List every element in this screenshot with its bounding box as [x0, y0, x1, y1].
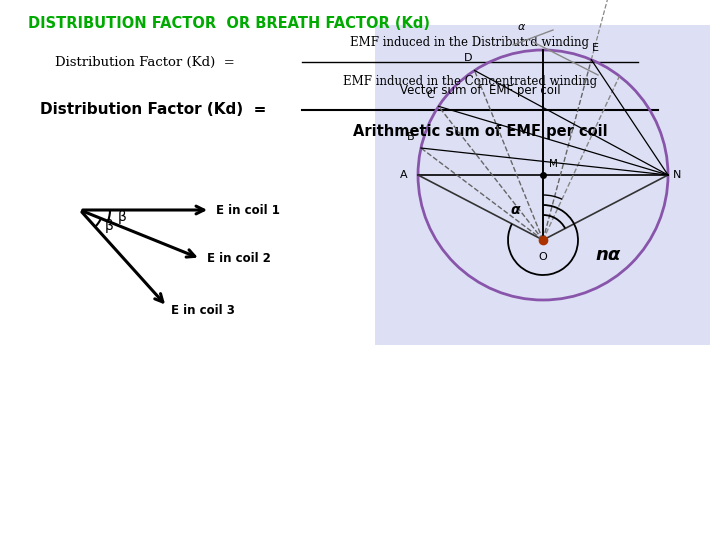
Text: N: N — [673, 170, 681, 180]
Text: E in coil 3: E in coil 3 — [171, 304, 235, 317]
Text: β: β — [105, 219, 114, 233]
Text: D: D — [464, 53, 473, 63]
Text: E in coil 1: E in coil 1 — [216, 204, 280, 217]
Bar — [375, 25, 710, 345]
Text: O: O — [539, 252, 547, 262]
Text: B: B — [407, 132, 415, 142]
Text: A: A — [400, 170, 408, 180]
Text: C: C — [427, 90, 434, 100]
Text: E in coil 2: E in coil 2 — [207, 252, 271, 265]
Text: Vector sum of  EMF per coil: Vector sum of EMF per coil — [400, 84, 560, 97]
Text: α: α — [510, 203, 520, 217]
Text: E: E — [592, 43, 599, 53]
Text: DISTRIBUTION FACTOR  OR BREATH FACTOR (Kd): DISTRIBUTION FACTOR OR BREATH FACTOR (Kd… — [28, 16, 430, 31]
Text: EMF induced in the Concentrated winding: EMF induced in the Concentrated winding — [343, 75, 597, 88]
Text: nα: nα — [595, 246, 620, 264]
Text: Arithmetic sum of EMF per coil: Arithmetic sum of EMF per coil — [353, 124, 607, 139]
Text: α: α — [517, 22, 525, 32]
Text: β: β — [117, 210, 126, 224]
Text: Distribution Factor (Kd)  =: Distribution Factor (Kd) = — [40, 103, 266, 118]
Text: M: M — [549, 159, 558, 169]
Text: EMF induced in the Distributrd winding: EMF induced in the Distributrd winding — [351, 36, 590, 49]
Text: Distribution Factor (Kd)  =: Distribution Factor (Kd) = — [55, 56, 235, 69]
